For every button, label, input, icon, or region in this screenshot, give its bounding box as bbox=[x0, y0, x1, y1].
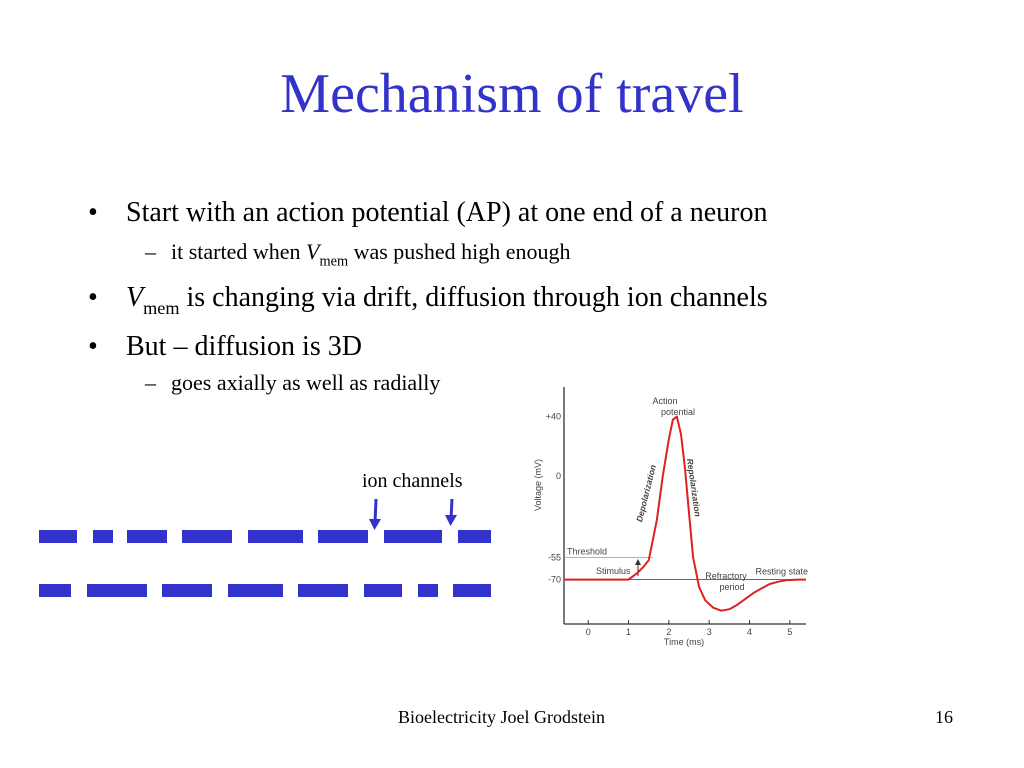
membrane-segment bbox=[87, 584, 147, 597]
reference-lines bbox=[564, 556, 806, 580]
membrane-segment bbox=[228, 584, 283, 597]
refractory-period-label-line-1: Refractory bbox=[705, 571, 747, 581]
depolarization-label: Depolarization bbox=[634, 464, 658, 523]
ion-channels-label: ion channels bbox=[362, 470, 463, 492]
membrane-segment bbox=[318, 530, 368, 543]
membrane-segment bbox=[248, 530, 303, 543]
membrane-segment bbox=[93, 530, 113, 543]
y-tick-label: 0 bbox=[556, 471, 561, 481]
y-tick-label: +40 bbox=[546, 412, 561, 422]
resting-state-label: Resting state bbox=[755, 567, 808, 577]
x-tick-label: 2 bbox=[666, 627, 671, 637]
arrow-down-icon bbox=[369, 498, 381, 530]
membrane-segment bbox=[39, 530, 77, 543]
action-potential-label-line-2: potential bbox=[661, 407, 695, 417]
x-tick-label: 1 bbox=[626, 627, 631, 637]
axis-ticks: 0 1 2 3 4 5 +40 0 -55 -70 bbox=[546, 412, 793, 637]
bullet-marker: • bbox=[88, 197, 98, 228]
threshold-label: Threshold bbox=[567, 546, 607, 556]
membrane-segment bbox=[384, 530, 442, 543]
y-axis-label: Voltage (mV) bbox=[533, 459, 543, 511]
y-tick-label: -70 bbox=[548, 575, 561, 585]
membrane-segment bbox=[453, 584, 491, 597]
membrane-segment bbox=[298, 584, 348, 597]
sub-bullet-marker: – bbox=[145, 239, 156, 264]
membrane-segment bbox=[162, 584, 212, 597]
action-potential-chart: Voltage (mV) Time (ms) Threshold Resting… bbox=[533, 387, 808, 647]
sub-bullet-text: goes axially as well as radially bbox=[171, 370, 441, 395]
slide-title: Mechanism of travel bbox=[280, 63, 744, 125]
x-tick-label: 0 bbox=[586, 627, 591, 637]
membrane-segment bbox=[418, 584, 438, 597]
membrane-segment bbox=[39, 584, 71, 597]
bullet-text: Start with an action potential (AP) at o… bbox=[126, 197, 768, 228]
action-potential-label-line-1: Action bbox=[652, 396, 677, 406]
membrane-segment bbox=[182, 530, 232, 543]
membrane-segment bbox=[364, 584, 402, 597]
sub-bullet-text: it started when Vmem was pushed high eno… bbox=[171, 239, 571, 270]
bullet-text: But – diffusion is 3D bbox=[126, 331, 362, 362]
stimulus-label: Stimulus bbox=[596, 566, 631, 576]
stimulus-arrowhead-icon bbox=[635, 559, 641, 565]
refractory-period-label-line-2: period bbox=[719, 582, 744, 592]
x-tick-label: 4 bbox=[747, 627, 752, 637]
y-tick-label: -55 bbox=[548, 552, 561, 562]
curve-layer bbox=[564, 415, 806, 612]
membrane-segment bbox=[458, 530, 491, 543]
footer-text: Bioelectricity Joel Grodstein bbox=[398, 707, 605, 727]
x-axis-label: Time (ms) bbox=[664, 637, 704, 647]
page-number: 16 bbox=[935, 707, 953, 727]
bullet-marker: • bbox=[88, 331, 98, 362]
x-tick-label: 3 bbox=[707, 627, 712, 637]
bullet-marker: • bbox=[88, 282, 98, 313]
membrane-segment bbox=[127, 530, 167, 543]
sub-bullet-marker: – bbox=[145, 370, 156, 395]
bullet-text: Vmem is changing via drift, diffusion th… bbox=[126, 282, 768, 319]
arrow-down-icon bbox=[445, 498, 457, 526]
ion-channel-arrows bbox=[369, 498, 457, 530]
x-tick-label: 5 bbox=[787, 627, 792, 637]
action-potential-curve bbox=[564, 415, 806, 612]
